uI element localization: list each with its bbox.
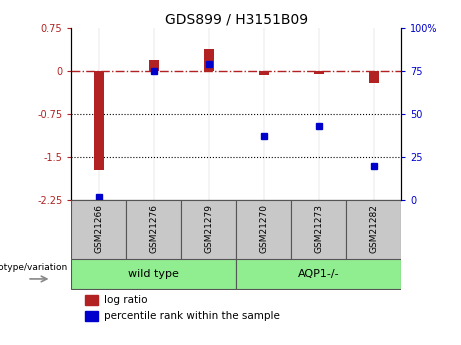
Text: GSM21279: GSM21279 [204, 204, 213, 253]
Text: genotype/variation: genotype/variation [0, 263, 68, 272]
Bar [369, 71, 378, 83]
FancyBboxPatch shape [291, 200, 346, 259]
Text: AQP1-/-: AQP1-/- [298, 269, 339, 279]
Bar [85, 310, 98, 321]
FancyBboxPatch shape [126, 200, 181, 259]
Text: GSM21282: GSM21282 [369, 204, 378, 253]
Bar [314, 71, 324, 73]
Title: GDS899 / H3151B09: GDS899 / H3151B09 [165, 12, 308, 27]
Text: GSM21276: GSM21276 [149, 204, 159, 253]
FancyBboxPatch shape [236, 259, 401, 289]
FancyBboxPatch shape [71, 200, 126, 259]
FancyBboxPatch shape [181, 200, 236, 259]
Text: GSM21270: GSM21270 [259, 204, 268, 253]
Text: log ratio: log ratio [104, 295, 148, 305]
Text: GSM21266: GSM21266 [95, 204, 103, 253]
Bar [94, 71, 104, 170]
Text: percentile rank within the sample: percentile rank within the sample [104, 311, 280, 321]
Bar [149, 60, 159, 71]
FancyBboxPatch shape [236, 200, 291, 259]
FancyBboxPatch shape [71, 259, 236, 289]
Text: wild type: wild type [129, 269, 179, 279]
Bar [204, 49, 214, 71]
Text: GSM21273: GSM21273 [314, 204, 323, 253]
FancyBboxPatch shape [346, 200, 401, 259]
Bar [85, 295, 98, 305]
Bar [259, 71, 269, 75]
